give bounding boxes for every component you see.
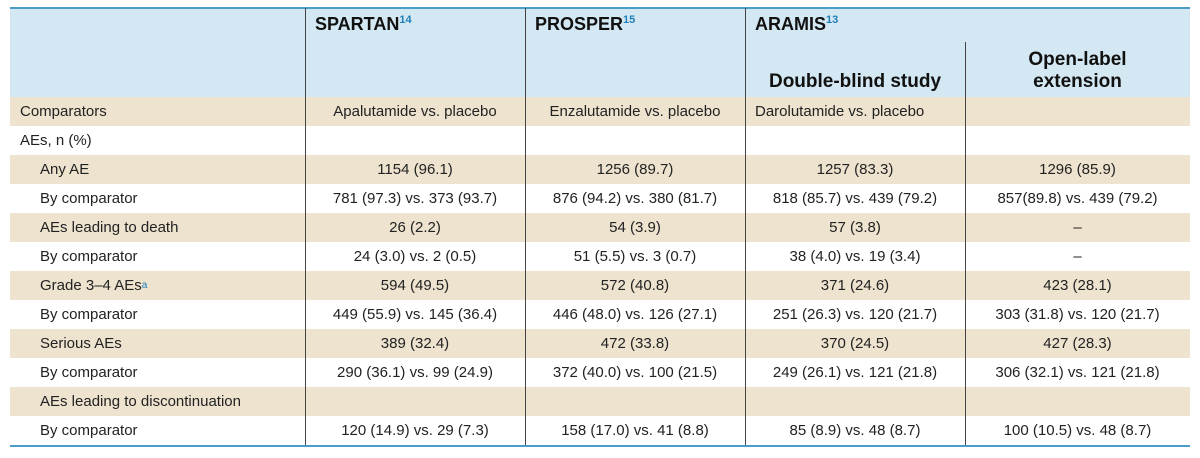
table-cell: 594 (49.5) xyxy=(380,277,450,294)
row-background xyxy=(10,300,1190,329)
row-label-text: AEs, n (%) xyxy=(20,132,92,149)
row-label-text: Comparators xyxy=(20,103,107,120)
row-label: By comparator xyxy=(30,184,305,213)
table-cell: Enzalutamide vs. placebo xyxy=(549,103,721,120)
row-label: Serious AEs xyxy=(30,329,305,358)
table-cell: 781 (97.3) vs. 373 (93.7) xyxy=(332,190,498,207)
study-header: ARAMIS13 xyxy=(745,8,1190,42)
row-label: By comparator xyxy=(30,358,305,387)
table-cell: 290 (36.1) vs. 99 (24.9) xyxy=(337,364,493,381)
row-label-text: Serious AEs xyxy=(40,335,122,352)
study-name: ARAMIS xyxy=(755,14,826,34)
study-ref: 14 xyxy=(399,14,412,26)
row-label-text: Grade 3–4 AEs xyxy=(40,277,142,294)
table-cell: 1154 (96.1) xyxy=(377,161,453,178)
row-label-text: By comparator xyxy=(40,248,138,265)
table-cell: 389 (32.4) xyxy=(380,335,450,352)
row-background xyxy=(10,155,1190,184)
table-cell: 427 (28.3) xyxy=(1043,335,1112,352)
row-background xyxy=(10,242,1190,271)
table-cell: 1256 (89.7) xyxy=(596,161,674,178)
table-cell: 818 (85.7) vs. 439 (79.2) xyxy=(772,190,938,207)
table-cell: 85 (8.9) vs. 48 (8.7) xyxy=(789,422,921,439)
table-cell: 446 (48.0) vs. 126 (27.1) xyxy=(552,306,718,323)
table-cell: 1296 (85.9) xyxy=(1039,161,1116,178)
row-background xyxy=(10,126,1190,155)
subheader: Open-label extension xyxy=(1028,49,1127,92)
study-name: PROSPER xyxy=(535,14,624,34)
table-cell: 158 (17.0) vs. 41 (8.8) xyxy=(561,422,709,439)
column-divider xyxy=(965,42,966,445)
table-cell: – xyxy=(1073,248,1082,265)
footnote-marker: a xyxy=(141,280,148,291)
table-cell: 51 (5.5) vs. 3 (0.7) xyxy=(573,248,697,265)
row-background xyxy=(10,416,1190,445)
table-cell: 306 (32.1) vs. 121 (21.8) xyxy=(995,364,1160,381)
table-cell: Darolutamide vs. placebo xyxy=(755,103,925,120)
table-cell: 370 (24.5) xyxy=(820,335,890,352)
table-cell: 371 (24.6) xyxy=(820,277,890,294)
row-label: By comparator xyxy=(30,416,305,445)
row-label: AEs, n (%) xyxy=(10,126,285,155)
table-cell: 857(89.8) vs. 439 (79.2) xyxy=(997,190,1158,207)
row-label-text: By comparator xyxy=(40,190,138,207)
row-background xyxy=(10,387,1190,416)
study-header: SPARTAN14 xyxy=(305,8,525,42)
study-name: SPARTAN xyxy=(315,14,400,34)
table-cell: 876 (94.2) vs. 380 (81.7) xyxy=(552,190,718,207)
row-background xyxy=(10,184,1190,213)
table-cell: 449 (55.9) vs. 145 (36.4) xyxy=(332,306,498,323)
bottom-rule xyxy=(10,445,1190,447)
study-ref: 15 xyxy=(623,14,636,26)
table-cell: 303 (31.8) vs. 120 (21.7) xyxy=(995,306,1160,323)
table-cell: 54 (3.9) xyxy=(609,219,661,236)
table-cell: 249 (26.1) vs. 121 (21.8) xyxy=(772,364,938,381)
row-label-text: By comparator xyxy=(40,422,138,439)
row-label-text: Any AE xyxy=(40,161,90,178)
row-background xyxy=(10,213,1190,242)
table-cell: 251 (26.3) vs. 120 (21.7) xyxy=(772,306,938,323)
table-cell: Apalutamide vs. placebo xyxy=(333,103,497,120)
row-label-text: By comparator xyxy=(40,306,138,323)
table-cell: 472 (33.8) xyxy=(600,335,670,352)
table-cell: 372 (40.0) vs. 100 (21.5) xyxy=(552,364,718,381)
row-label: By comparator xyxy=(30,242,305,271)
table-cell: 26 (2.2) xyxy=(389,219,441,236)
table-cell: 38 (4.0) vs. 19 (3.4) xyxy=(789,248,921,265)
row-label: Any AE xyxy=(30,155,305,184)
subheader: Double-blind study xyxy=(768,71,942,92)
row-label: AEs leading to discontinuation xyxy=(30,387,305,416)
table-cell: 572 (40.8) xyxy=(600,277,670,294)
table-cell: 24 (3.0) vs. 2 (0.5) xyxy=(353,248,477,265)
row-background xyxy=(10,329,1190,358)
row-background xyxy=(10,97,1190,126)
column-divider xyxy=(305,8,306,445)
table-cell: – xyxy=(1073,219,1082,236)
header-background xyxy=(10,8,1190,97)
table-cell: 120 (14.9) vs. 29 (7.3) xyxy=(341,422,489,439)
table-cell: 1257 (83.3) xyxy=(816,161,894,178)
top-rule xyxy=(10,7,1190,9)
row-background xyxy=(10,271,1190,300)
row-label: By comparator xyxy=(30,300,305,329)
row-label-text: AEs leading to death xyxy=(40,219,179,236)
row-background xyxy=(10,358,1190,387)
column-divider xyxy=(745,8,746,445)
row-label-text: AEs leading to discontinuation xyxy=(40,393,241,410)
row-label: Grade 3–4 AEs a xyxy=(30,271,305,300)
table-cell: 423 (28.1) xyxy=(1043,277,1112,294)
study-ref: 13 xyxy=(826,14,839,26)
row-label-text: By comparator xyxy=(40,364,138,381)
study-header: PROSPER15 xyxy=(525,8,745,42)
table-cell: 100 (10.5) vs. 48 (8.7) xyxy=(1003,422,1152,439)
row-label: Comparators xyxy=(10,97,285,126)
table-cell: 57 (3.8) xyxy=(829,219,881,236)
column-divider xyxy=(525,8,526,445)
row-label: AEs leading to death xyxy=(30,213,305,242)
